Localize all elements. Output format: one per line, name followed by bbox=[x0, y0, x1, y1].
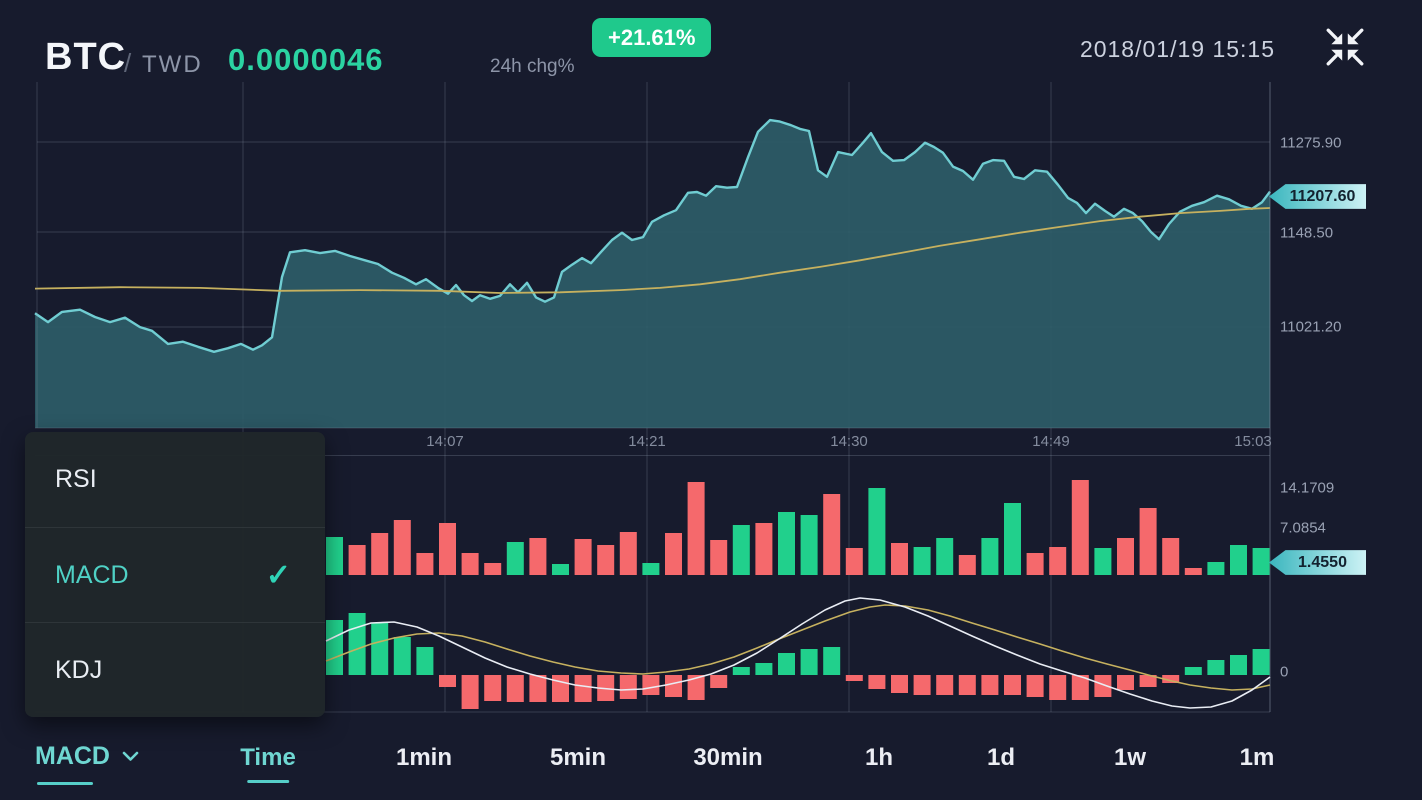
indicator-dropdown-label: MACD bbox=[35, 742, 110, 770]
volume-bars bbox=[326, 480, 1270, 575]
tab-1d[interactable]: 1d bbox=[986, 744, 1016, 771]
symbol-quote: TWD bbox=[142, 51, 203, 78]
indicator-menu-item-rsi[interactable]: RSI bbox=[25, 432, 325, 527]
ma-line-series bbox=[34, 207, 1271, 294]
dif-line bbox=[325, 597, 1271, 709]
symbol-separator: / bbox=[124, 48, 132, 78]
active-underline bbox=[247, 780, 289, 783]
collapse-chart-button[interactable] bbox=[1326, 28, 1364, 66]
tab-1m[interactable]: 1m bbox=[1239, 744, 1275, 771]
header-bar: BTC / TWD 0.0000046 24h chg% +21.61% 201… bbox=[0, 0, 1422, 82]
tab-30min[interactable]: 30min bbox=[693, 744, 763, 771]
datetime-label: 2018/01/19 15:15 bbox=[1079, 36, 1275, 62]
change-badge: +21.61% bbox=[592, 18, 712, 57]
change-label: 24h chg% bbox=[490, 56, 575, 77]
tab-time[interactable]: Time bbox=[240, 744, 296, 783]
bottom-bar: MACD Time 1min 5min 30min 1h 1d 1w 1m bbox=[0, 720, 1422, 800]
macd-bars bbox=[326, 613, 1270, 709]
indicator-menu-item-label: MACD bbox=[55, 560, 129, 589]
indicator-value-badge: 1.4550 bbox=[1269, 550, 1366, 575]
indicator-menu-item-label: KDJ bbox=[55, 655, 103, 684]
active-underline bbox=[37, 782, 93, 785]
chevron-down-icon bbox=[122, 751, 139, 761]
tab-1min[interactable]: 1min bbox=[395, 744, 453, 771]
current-price: 0.0000046 bbox=[228, 42, 384, 77]
indicator-dropdown-menu: RSI MACD ✓ KDJ bbox=[25, 432, 325, 717]
current-price-badge: 11207.60 bbox=[1269, 184, 1366, 209]
tab-1h[interactable]: 1h bbox=[864, 744, 894, 771]
check-icon: ✓ bbox=[265, 558, 291, 592]
symbol-base: BTC bbox=[45, 36, 127, 78]
indicator-dropdown-button[interactable]: MACD bbox=[35, 742, 139, 785]
indicator-menu-item-macd[interactable]: MACD ✓ bbox=[25, 527, 325, 622]
dea-line bbox=[325, 604, 1271, 691]
price-area-series bbox=[34, 118, 1271, 428]
indicator-menu-item-kdj[interactable]: KDJ bbox=[25, 622, 325, 717]
collapse-arrows-icon bbox=[1326, 28, 1364, 66]
tab-5min[interactable]: 5min bbox=[549, 744, 607, 771]
indicator-menu-item-label: RSI bbox=[55, 465, 97, 493]
tab-1w[interactable]: 1w bbox=[1113, 744, 1147, 771]
